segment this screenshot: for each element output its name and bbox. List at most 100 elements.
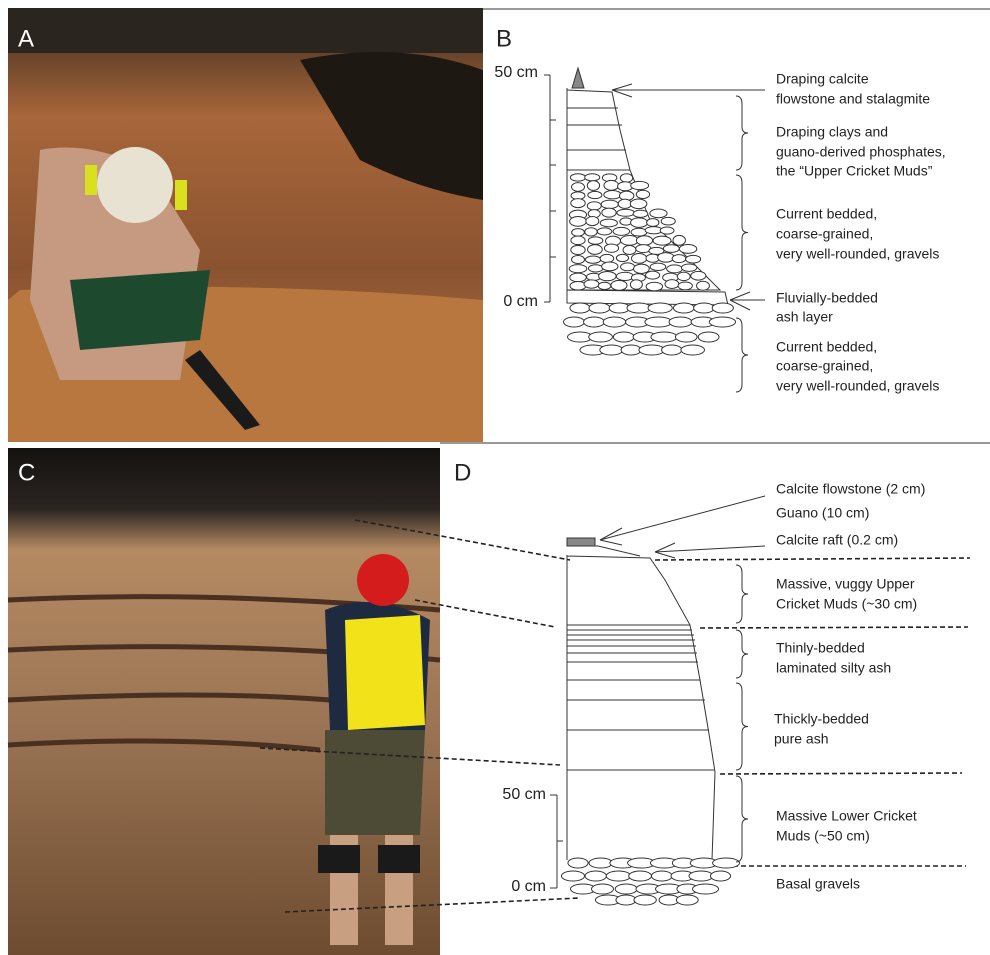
pebble (604, 191, 621, 199)
pebble (647, 219, 659, 227)
pebble (588, 245, 603, 255)
pebble (572, 229, 585, 236)
pebble (639, 345, 665, 355)
pebble (645, 317, 672, 327)
pebble (570, 217, 587, 227)
pebble (616, 272, 633, 280)
pebble (679, 245, 696, 254)
pebble (571, 199, 585, 208)
pebble (592, 884, 614, 894)
pebble (681, 345, 705, 355)
panel-label: C (18, 459, 35, 486)
pebble (678, 282, 692, 290)
scale-label: 50 cm (494, 64, 538, 81)
pebble (571, 245, 585, 254)
pebble (604, 180, 619, 190)
pebble (650, 263, 666, 270)
annotation: Fluvially-bedded (776, 290, 878, 306)
pebble (587, 181, 599, 191)
annotation: Draping clays and (776, 124, 888, 140)
pebble (631, 218, 648, 228)
pebble (631, 254, 646, 264)
annotation: ash layer (776, 309, 833, 325)
pebble (669, 317, 692, 327)
pebble (570, 174, 585, 181)
pebble (621, 236, 639, 246)
pebble (630, 280, 642, 290)
pebble (586, 217, 599, 226)
pebble (653, 236, 671, 245)
pebble (630, 199, 647, 209)
pebble (611, 280, 627, 290)
pebble (713, 858, 740, 868)
pebble (689, 871, 713, 881)
panel-label: A (18, 25, 34, 52)
pebble (598, 282, 611, 289)
pebble (623, 245, 636, 254)
pebble (589, 858, 612, 868)
pebble (709, 317, 735, 327)
pebble (568, 858, 588, 868)
pebble (588, 237, 603, 244)
pebble (686, 255, 701, 263)
pebble (589, 303, 610, 313)
pebble (677, 272, 690, 280)
annotation: the “Upper Cricket Muds” (776, 163, 933, 179)
pebble (570, 273, 586, 282)
pebble (601, 200, 618, 208)
pebble (693, 884, 719, 894)
pebble (584, 280, 599, 288)
pebble (588, 265, 602, 272)
pebble (616, 254, 628, 261)
pebble (698, 332, 719, 342)
pebble (697, 281, 710, 290)
pebble (570, 282, 586, 290)
pebble (648, 303, 672, 313)
pebble (672, 255, 686, 263)
pebble (631, 181, 649, 189)
pebble (603, 317, 625, 327)
pebble (634, 264, 650, 273)
annotation: very well-rounded, gravels (776, 246, 939, 262)
pebble (627, 303, 651, 313)
pebble (585, 256, 600, 263)
pebble (570, 303, 590, 313)
pebble (661, 217, 675, 225)
pebble (585, 174, 600, 181)
pebble (691, 271, 706, 280)
panel-label: B (496, 25, 512, 52)
pebble (571, 255, 584, 263)
pebble (621, 263, 635, 271)
annotation: flowstone and stalagmite (776, 91, 930, 107)
scale-label: 50 cm (502, 786, 546, 803)
pebble (646, 271, 660, 279)
pebble (572, 183, 585, 192)
pebble (636, 190, 649, 198)
pebble (694, 303, 715, 313)
annotation: Cricket Muds (~30 cm) (776, 596, 917, 612)
pebble (660, 227, 674, 234)
pebble (571, 236, 585, 245)
pebble (621, 345, 641, 355)
pebble (584, 317, 605, 327)
pebble (602, 208, 616, 217)
annotation: guano-derived phosphates, (776, 144, 946, 160)
brace (736, 318, 748, 392)
annotation: Muds (~50 cm) (776, 828, 870, 844)
pebble (636, 236, 652, 245)
pebble (675, 332, 697, 342)
pebble (663, 245, 679, 253)
pebble (600, 254, 614, 262)
scale-label: 0 cm (511, 878, 546, 895)
pebble (585, 871, 606, 881)
annotation: pure ash (774, 731, 828, 747)
pebble (620, 174, 632, 182)
pebble (604, 244, 618, 252)
pebble (712, 303, 733, 313)
pebble (561, 871, 584, 881)
pebble (585, 228, 598, 236)
annotation: very well-rounded, gravels (776, 378, 939, 394)
pebble (613, 332, 634, 342)
pebble (673, 303, 694, 313)
pebble (616, 895, 636, 905)
